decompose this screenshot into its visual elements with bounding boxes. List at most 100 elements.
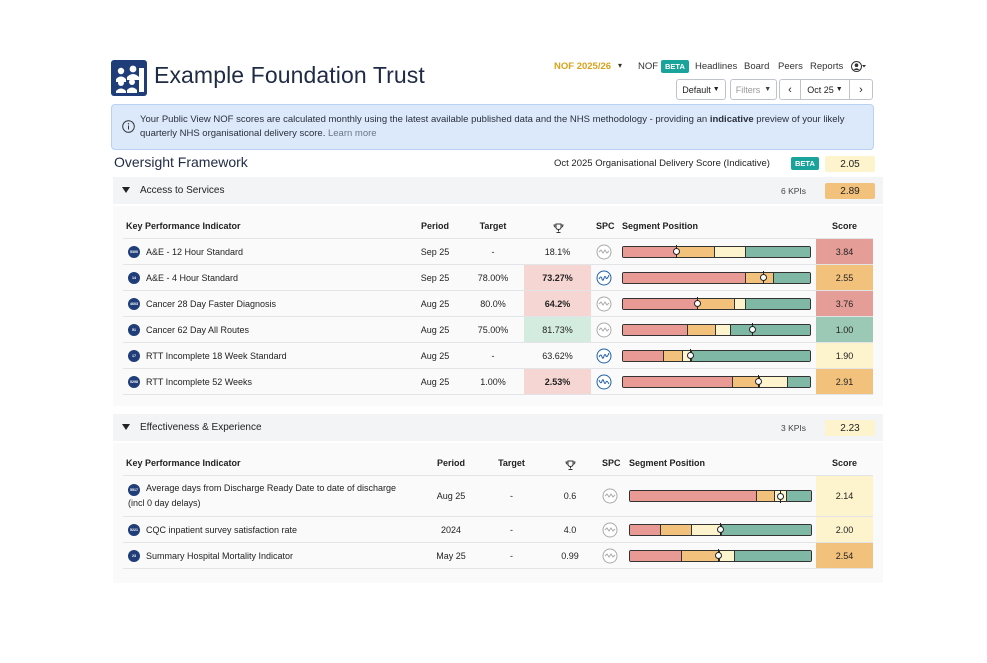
column-header-period: Period	[436, 458, 465, 468]
value-shade	[524, 265, 591, 290]
column-header-period: Period	[420, 221, 449, 231]
section-header[interactable]: Effectiveness & Experience 3 KPIs	[113, 414, 883, 441]
segment-marker-icon	[754, 375, 762, 388]
spc-neutral-icon[interactable]	[596, 244, 612, 260]
row-divider	[123, 368, 873, 369]
segment-band	[623, 350, 665, 361]
segment-marker-icon	[673, 245, 681, 258]
segment-position-bar	[622, 375, 811, 388]
value-shade	[524, 291, 591, 316]
info-text: Your Public View NOF scores are calculat…	[140, 114, 845, 139]
nav-headlines[interactable]: Headlines	[695, 61, 738, 72]
segment-band	[774, 272, 810, 283]
user-menu-icon[interactable]	[851, 61, 867, 72]
column-header-score: Score	[831, 458, 857, 468]
value-cell: 18.1%	[544, 246, 571, 257]
segment-position-bar	[622, 271, 811, 284]
kpi-name[interactable]: RTT Incomplete 52 Weeks	[146, 376, 253, 387]
spc-deteriorating-icon[interactable]	[596, 374, 612, 390]
target-cell: -	[510, 550, 513, 561]
target-cell: 75.00%	[477, 324, 509, 335]
kpi-name[interactable]: A&E - 4 Hour Standard	[146, 272, 239, 283]
segment-band	[720, 550, 735, 561]
delivery-score-label: Oct 2025 Organisational Delivery Score (…	[554, 158, 770, 169]
section-score: 2.89	[825, 183, 875, 199]
spc-improving-icon[interactable]	[596, 348, 612, 364]
page-title: Oversight Framework	[114, 154, 248, 170]
kpi-count: 6 KPIs	[781, 186, 807, 196]
target-cell: -	[491, 246, 495, 257]
segment-band	[677, 246, 715, 257]
segment-band	[623, 272, 747, 283]
value-cell: 0.6	[563, 491, 577, 501]
kpi-name-continued[interactable]: (incl 0 day delays)	[128, 498, 201, 508]
info-icon	[122, 120, 135, 133]
period-cell: Sep 25	[420, 272, 450, 283]
segment-band	[716, 324, 732, 335]
segment-band	[630, 491, 757, 501]
segment-band	[735, 298, 747, 309]
segment-position-bar	[622, 245, 811, 258]
month-selector[interactable]: Oct 25 ▼	[800, 79, 850, 100]
segment-band	[746, 298, 810, 309]
value-cell: 0.99	[561, 550, 579, 561]
kpi-name[interactable]: RTT Incomplete 18 Week Standard	[146, 350, 287, 361]
previous-month-button[interactable]: ‹	[779, 79, 801, 100]
chevron-down-icon[interactable]: ▾	[618, 61, 623, 70]
segment-band	[692, 350, 810, 361]
nav-board[interactable]: Board	[744, 61, 770, 72]
nav-reports[interactable]: Reports	[810, 61, 844, 72]
period-cell: 2024	[440, 524, 462, 535]
column-header-segment: Segment Position	[629, 458, 706, 468]
target-cell: 1.00%	[480, 376, 506, 387]
kpi-name[interactable]: CQC inpatient survey satisfaction rate	[146, 524, 298, 535]
segment-marker-icon	[760, 271, 768, 284]
caret-down-icon: ▼	[835, 86, 843, 93]
spc-neutral-icon[interactable]	[596, 296, 612, 312]
section-score: 2.23	[825, 420, 875, 436]
header-divider	[123, 238, 873, 239]
kpi-name[interactable]: Summary Hospital Mortality Indicator	[146, 550, 294, 561]
period-cell: Aug 25	[420, 350, 450, 361]
kpi-id-badge: 14	[128, 271, 140, 284]
kpi-name[interactable]: Cancer 62 Day All Routes	[146, 324, 250, 335]
value-cell: 4.0	[563, 524, 577, 535]
spc-neutral-icon[interactable]	[602, 522, 618, 538]
score-cell: 1.90	[816, 343, 873, 368]
spc-improving-icon[interactable]	[596, 270, 612, 286]
overall-score: 2.05	[825, 156, 875, 172]
kpi-id-badge: 5517	[128, 484, 140, 496]
column-header-segment: Segment Position	[622, 221, 699, 231]
section-title: Effectiveness & Experience	[140, 422, 262, 433]
section-header[interactable]: Access to Services 6 KPIs	[113, 177, 883, 204]
next-month-button[interactable]: ›	[849, 79, 873, 100]
kpi-name[interactable]: Average days from Discharge Ready Date t…	[146, 483, 396, 493]
spc-neutral-icon[interactable]	[596, 322, 612, 338]
filters-button[interactable]: Filters ▼	[730, 79, 777, 100]
default-view-button[interactable]: Default ▼	[676, 79, 726, 100]
value-cell: 63.62%	[542, 350, 573, 361]
segment-band	[722, 524, 811, 535]
kpi-name[interactable]: A&E - 12 Hour Standard	[146, 246, 244, 257]
column-header-target: Target	[498, 458, 525, 468]
segment-band	[688, 324, 717, 335]
row-divider	[123, 316, 873, 317]
segment-band	[787, 491, 811, 501]
info-banner: Your Public View NOF scores are calculat…	[111, 104, 874, 150]
learn-more-link[interactable]: Learn more	[327, 128, 377, 139]
segment-position-bar	[629, 490, 812, 502]
segment-marker-icon	[748, 323, 756, 336]
kpi-name[interactable]: Cancer 28 Day Faster Diagnosis	[146, 298, 277, 309]
row-divider	[123, 542, 873, 543]
section-title: Access to Services	[140, 185, 225, 196]
spc-neutral-icon[interactable]	[602, 548, 618, 564]
nav-peers[interactable]: Peers	[778, 61, 803, 72]
collapse-triangle-icon[interactable]	[122, 187, 130, 193]
period-cell: Aug 25	[436, 491, 466, 501]
segment-marker-icon	[777, 489, 785, 503]
nav-nof[interactable]: NOF	[638, 61, 659, 72]
target-cell: -	[491, 350, 495, 361]
collapse-triangle-icon[interactable]	[122, 424, 130, 430]
spc-neutral-icon[interactable]	[602, 488, 618, 504]
nof-year-selector[interactable]: NOF 2025/26	[554, 61, 612, 72]
